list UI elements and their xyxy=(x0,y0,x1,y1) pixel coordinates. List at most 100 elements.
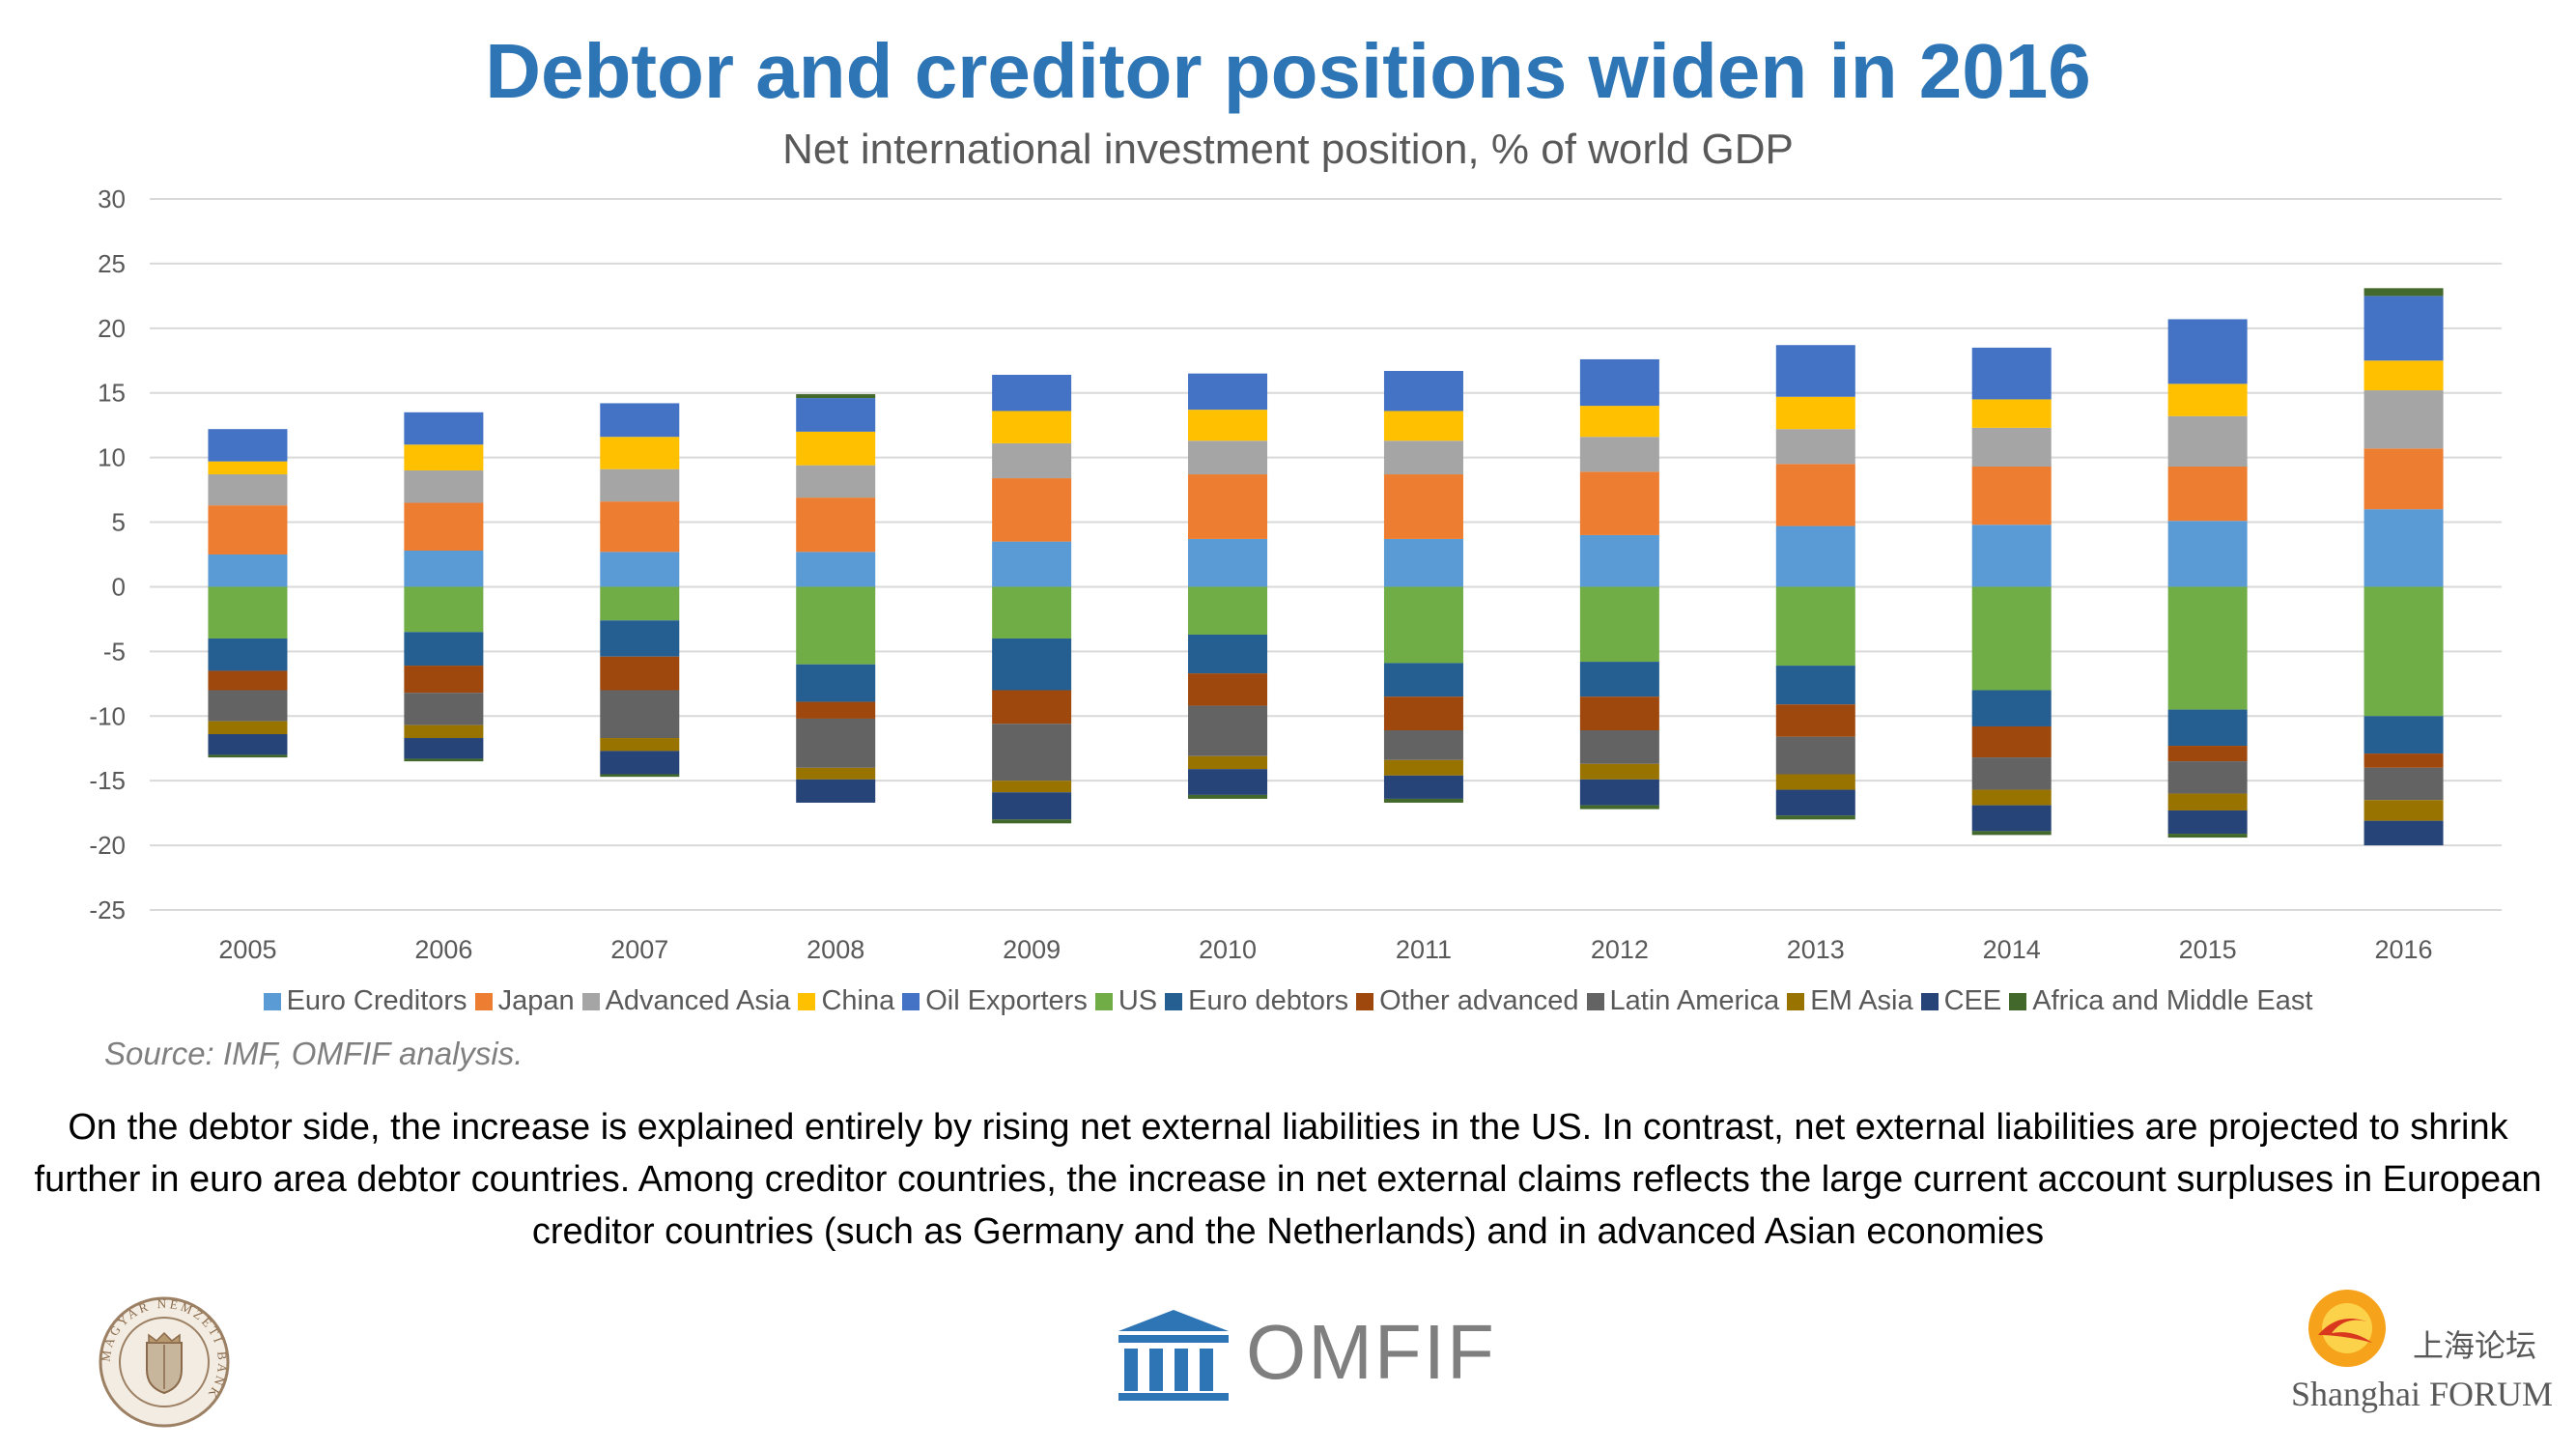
bar-segment xyxy=(2364,820,2444,846)
legend-swatch xyxy=(581,993,600,1010)
bar-segment xyxy=(208,690,288,722)
legend-swatch xyxy=(902,993,920,1010)
bar-segment xyxy=(1383,586,1463,664)
bar-segment xyxy=(1775,396,1855,430)
bar-segment xyxy=(1775,789,1855,816)
bar-segment xyxy=(992,411,1072,443)
x-tick-label: 2006 xyxy=(414,935,472,964)
bar-segment xyxy=(1383,775,1463,799)
bar-segment xyxy=(796,701,876,719)
legend-item: EM Asia xyxy=(1787,985,1913,1017)
bar-segment xyxy=(1775,774,1855,790)
y-tick-label: 30 xyxy=(98,185,126,213)
x-tick-label: 2013 xyxy=(1787,935,1845,964)
legend-label: Oil Exporters xyxy=(925,985,1088,1016)
x-tick-label: 2012 xyxy=(1591,935,1649,964)
legend-label: Euro debtors xyxy=(1188,985,1349,1016)
bar-segment xyxy=(1188,440,1268,475)
bar-segment xyxy=(404,412,484,445)
bar-segment xyxy=(992,819,1072,824)
bar-segment xyxy=(600,751,680,775)
bar-segment xyxy=(1188,769,1268,795)
caption-text: On the debtor side, the increase is expl… xyxy=(34,1107,2542,1252)
bar-segment xyxy=(1775,666,1855,705)
bar-segment xyxy=(1383,411,1463,441)
x-tick-label: 2010 xyxy=(1199,935,1257,964)
bar-segment xyxy=(1188,794,1268,799)
y-tick-label: 0 xyxy=(112,572,126,601)
legend-item: US xyxy=(1094,985,1157,1017)
bar-segment xyxy=(208,721,288,735)
bar-segment xyxy=(1971,347,2052,400)
legend-item: CEE xyxy=(1920,985,2001,1017)
bar-segment xyxy=(1188,755,1268,770)
bar-segment xyxy=(1188,410,1268,441)
bar-segment xyxy=(1775,429,1855,465)
bar-segment xyxy=(208,505,288,554)
legend-swatch xyxy=(263,993,281,1010)
bars xyxy=(208,288,2444,846)
bar-segment xyxy=(2167,415,2248,468)
legend-label: Euro Creditors xyxy=(286,985,467,1016)
bar-segment xyxy=(1579,779,1659,806)
bar-segment xyxy=(992,792,1072,820)
bar-segment xyxy=(1775,345,1855,397)
legend-item: Africa and Middle East xyxy=(2009,985,2312,1017)
bar-segment xyxy=(1188,538,1268,587)
bar-segment xyxy=(796,586,876,665)
y-tick-label: -25 xyxy=(89,895,126,924)
bar-segment xyxy=(2167,467,2248,522)
bar-segment xyxy=(1971,690,2052,726)
bar-segment xyxy=(1383,474,1463,539)
legend-item: China xyxy=(798,985,894,1017)
bar-segment xyxy=(992,478,1072,542)
bar-segment xyxy=(2364,390,2444,449)
bar-segment xyxy=(1775,526,1855,587)
legend-swatch xyxy=(1165,993,1183,1010)
bar-segment xyxy=(796,394,876,399)
x-axis-ticks: 2005 2006 2007 2008 2009 2010 2011 2012 2013 2014… xyxy=(218,935,2432,964)
bar-segment xyxy=(404,444,484,471)
legend-item: Euro debtors xyxy=(1165,985,1348,1017)
bar-segment xyxy=(796,664,876,702)
bar-segment xyxy=(1383,798,1463,803)
y-tick-label: -15 xyxy=(89,766,126,795)
legend-item: Other advanced xyxy=(1356,985,1579,1017)
mnb-seal-logo: MAGYAR NEMZETI BANK xyxy=(99,1296,230,1428)
x-tick-label: 2016 xyxy=(2375,935,2433,964)
legend-swatch xyxy=(2009,993,2027,1010)
legend-label: EM Asia xyxy=(1810,985,1913,1016)
bar-segment xyxy=(208,429,288,462)
sun-swirl-icon xyxy=(2308,1290,2386,1367)
bar-segment xyxy=(796,431,876,466)
legend-item: Japan xyxy=(474,985,575,1017)
legend-item: Latin America xyxy=(1586,985,1780,1017)
bar-segment xyxy=(992,374,1072,412)
bar-segment xyxy=(1579,534,1659,587)
bar-segment xyxy=(1579,437,1659,472)
bar-segment xyxy=(404,550,484,587)
bar-segment xyxy=(1188,673,1268,706)
bar-segment xyxy=(1971,831,2052,836)
page-title: Debtor and creditor positions widen in 2… xyxy=(485,28,2091,114)
x-tick-label: 2015 xyxy=(2179,935,2237,964)
y-tick-label: -5 xyxy=(103,637,126,666)
chart-legend: Euro Creditors Japan Advanced Asia China Oil… xyxy=(0,985,2576,1017)
legend-label: Latin America xyxy=(1609,985,1780,1016)
bar-segment xyxy=(1775,586,1855,667)
bar-segment xyxy=(208,586,288,639)
y-tick-label: 25 xyxy=(98,249,126,278)
bar-segment xyxy=(1188,373,1268,411)
bar-segment xyxy=(2167,384,2248,416)
bar-segment xyxy=(1971,399,2052,428)
bar-segment xyxy=(1383,663,1463,697)
bar-segment xyxy=(208,734,288,755)
bar-segment xyxy=(796,465,876,498)
bar-segment xyxy=(1383,538,1463,587)
bar-segment xyxy=(2167,793,2248,810)
bar-segment xyxy=(404,738,484,759)
bar-segment xyxy=(2167,834,2248,838)
legend-label: Africa and Middle East xyxy=(2032,985,2313,1016)
bar-segment xyxy=(2364,586,2444,717)
